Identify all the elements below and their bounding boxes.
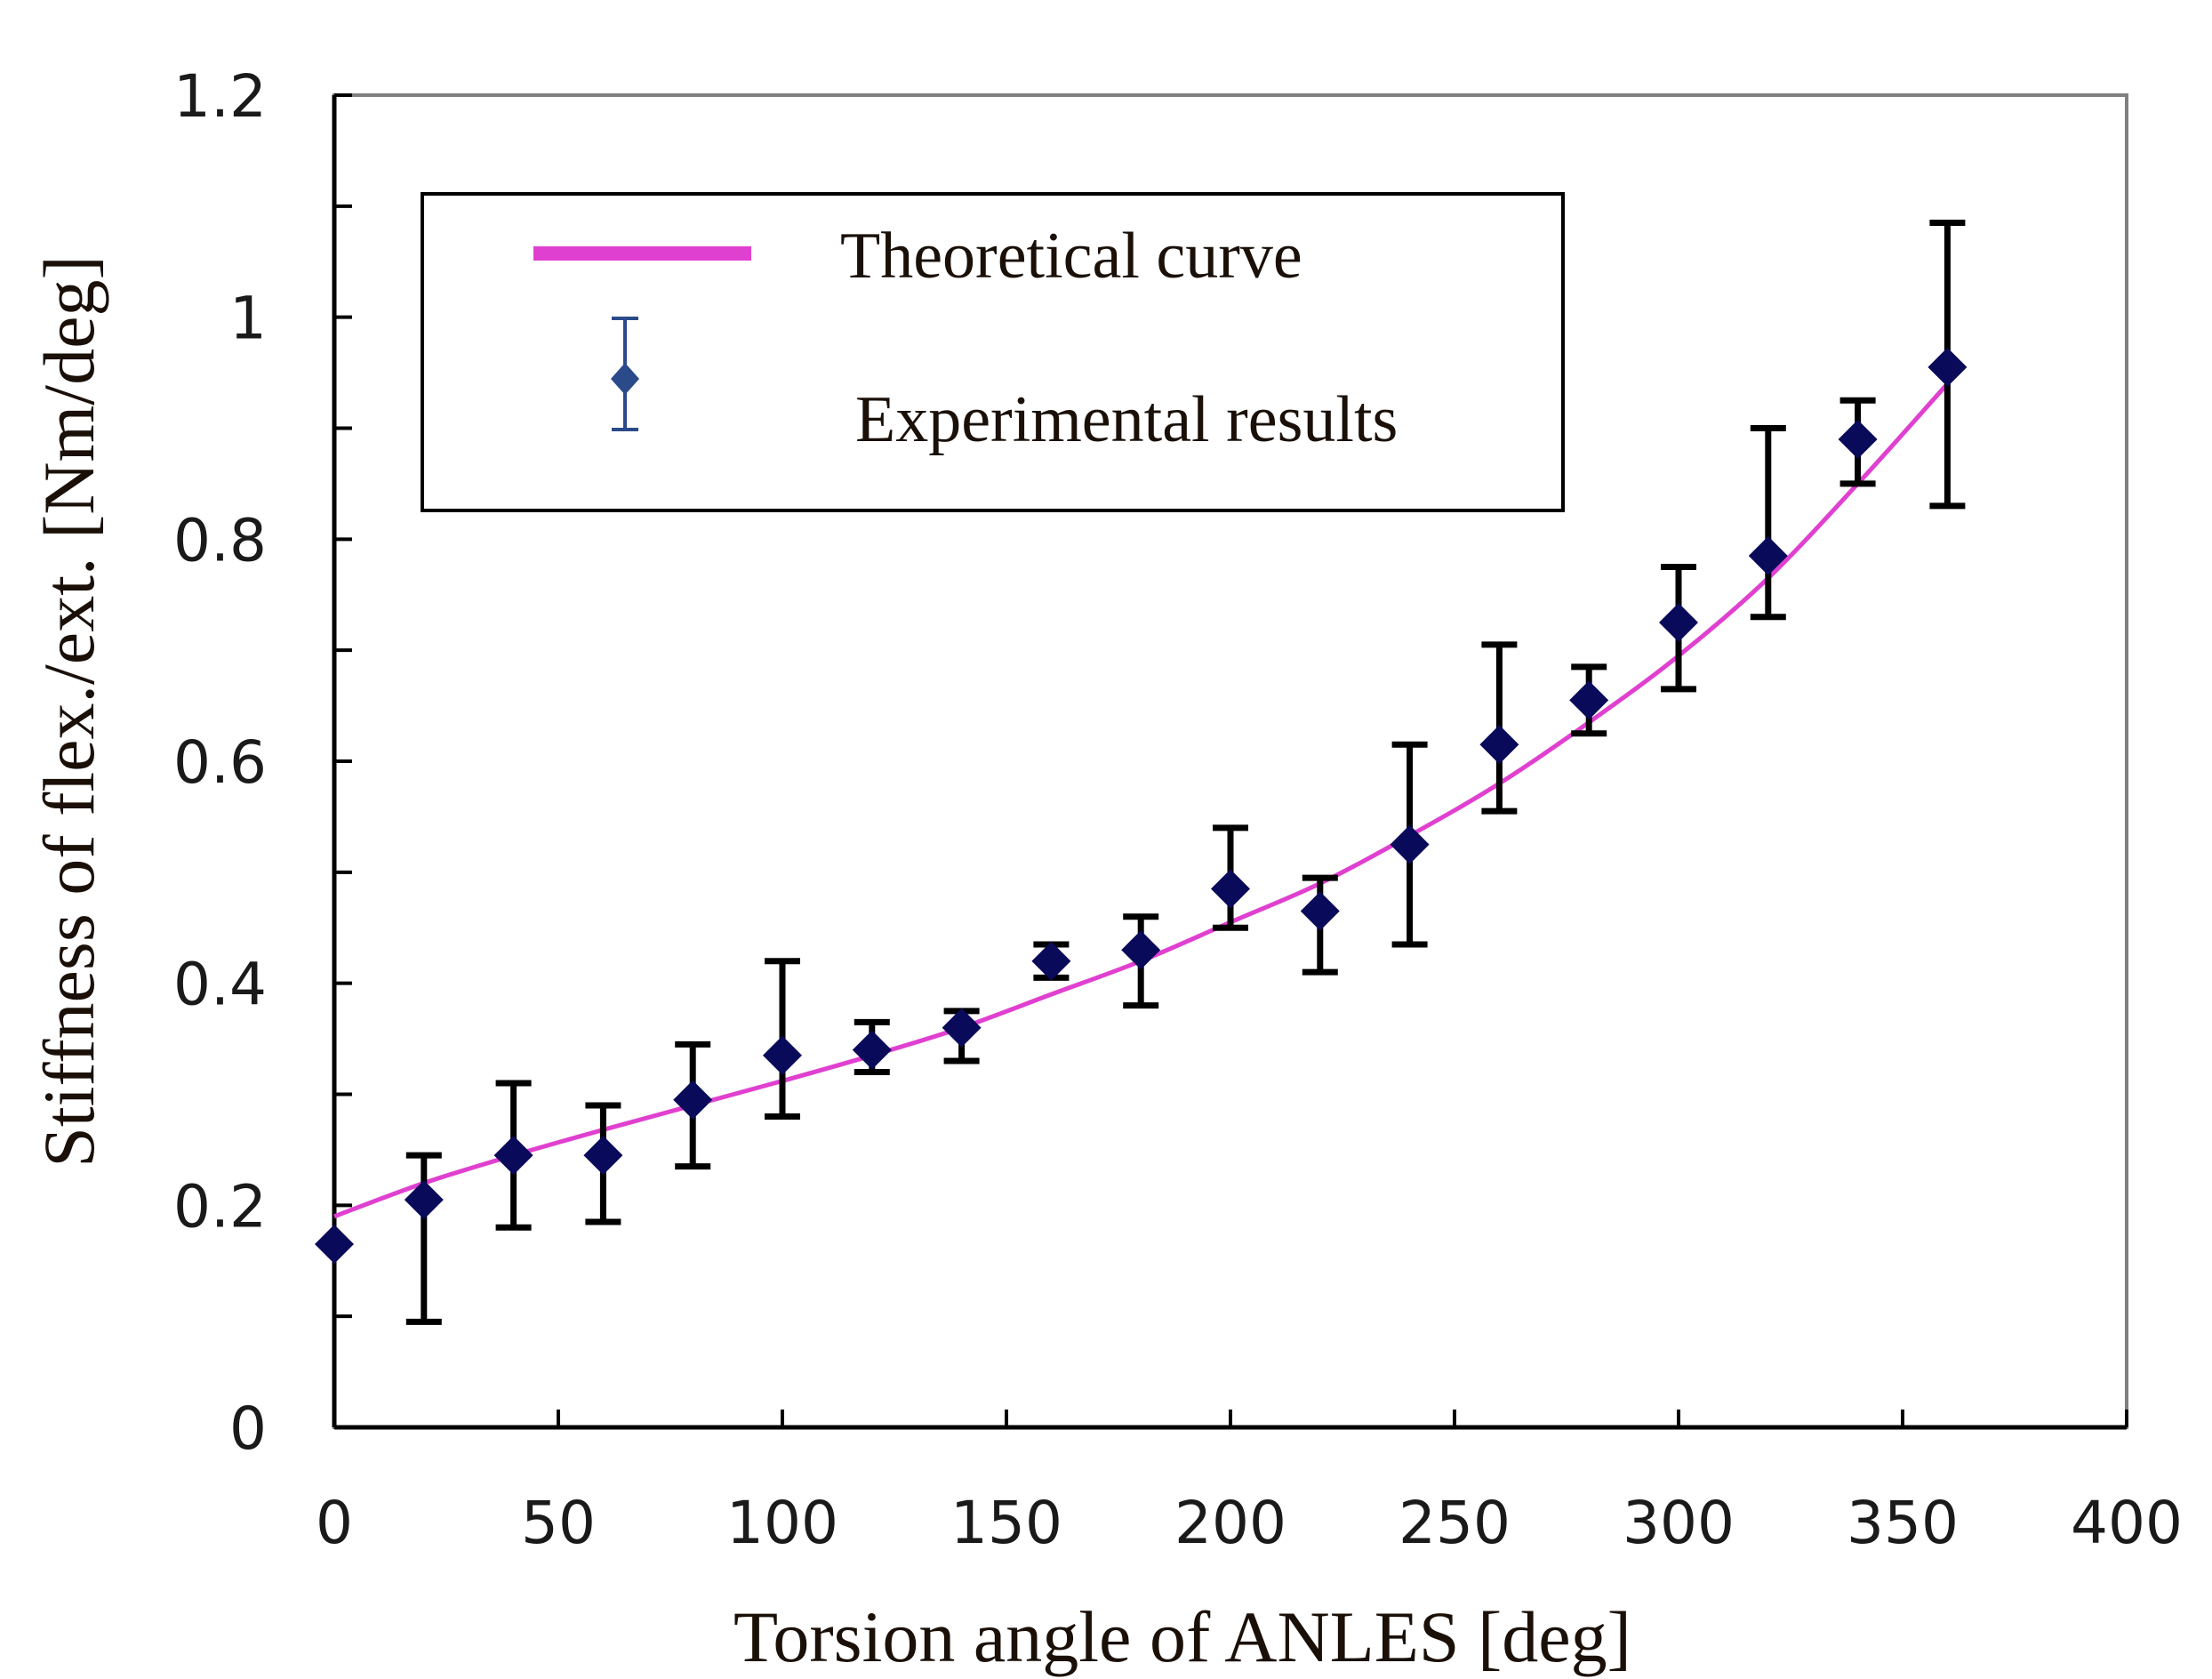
y-tick-label: 0.2 — [173, 1172, 267, 1241]
experimental-point — [1121, 930, 1161, 970]
legend-theoretical-label: Theoretical curve — [840, 220, 1302, 293]
experimental-point — [1479, 725, 1519, 765]
experimental-point — [1569, 680, 1609, 720]
experimental-point — [673, 1080, 713, 1120]
y-tick-label: 0.4 — [173, 951, 267, 1019]
experimental-point — [404, 1180, 444, 1220]
experimental-point — [493, 1136, 533, 1176]
x-tick-label: 250 — [1399, 1489, 1511, 1557]
x-tick-label: 350 — [1847, 1489, 1959, 1557]
experimental-point — [1838, 419, 1878, 459]
x-tick-label: 50 — [521, 1489, 596, 1557]
experimental-point — [852, 1030, 892, 1070]
experimental-point — [1390, 824, 1430, 864]
y-tick-label: 0.8 — [173, 506, 267, 574]
experimental-point — [1659, 602, 1698, 642]
y-tick-label: 1.2 — [173, 62, 267, 131]
y-tick-label: 0 — [229, 1394, 267, 1463]
y-tick-label: 0.6 — [173, 728, 267, 797]
x-tick-label: 100 — [726, 1489, 838, 1557]
experimental-point — [1211, 869, 1250, 909]
experimental-point — [1927, 347, 1968, 387]
experimental-point — [315, 1225, 354, 1265]
x-tick-label: 300 — [1623, 1489, 1735, 1557]
y-axis-title: Stiffness of flex./ext. [Nm/deg] — [28, 255, 109, 1168]
y-tick-label: 1 — [229, 285, 267, 353]
x-tick-label: 0 — [316, 1489, 353, 1557]
x-tick-label: 400 — [2071, 1489, 2183, 1557]
experimental-point — [1031, 941, 1071, 981]
legend-diamond-marker-icon — [611, 363, 639, 395]
experimental-point — [1300, 891, 1340, 931]
experimental-point — [583, 1136, 623, 1176]
experimental-point — [763, 1035, 802, 1075]
experimental-point — [1748, 536, 1788, 576]
x-axis-title: Torsion angle of ANLES [deg] — [733, 1596, 1631, 1677]
experimental-points-layer — [315, 347, 1968, 1265]
axis-ticks: 0 50 100 150 200 250 300 350 400 0 0.2 0.4 0.6 0.8 1 1.… — [173, 62, 2183, 1557]
x-tick-label: 150 — [950, 1489, 1062, 1557]
experimental-point — [942, 1008, 982, 1048]
x-tick-label: 200 — [1174, 1489, 1286, 1557]
legend-experimental-label: Experimental results — [855, 383, 1398, 456]
legend: Theoretical curve Experimental results — [421, 192, 1565, 512]
